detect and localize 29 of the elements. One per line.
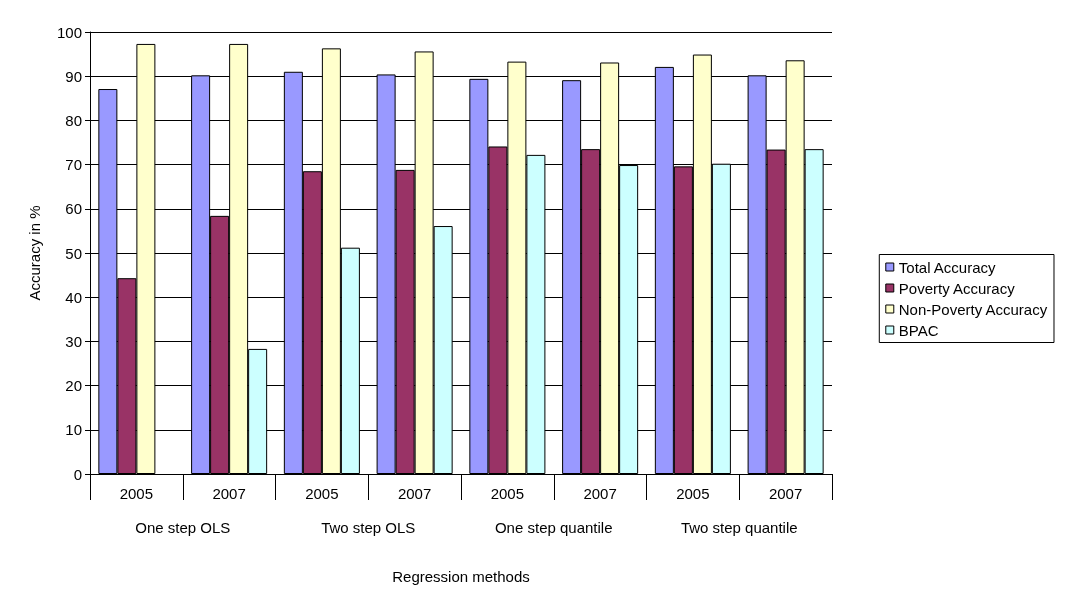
y-tick-label: 20: [65, 377, 82, 395]
y-axis-title: Accuracy in %: [26, 205, 43, 301]
legend-label: BPAC: [898, 321, 939, 339]
y-tick-label: 60: [65, 200, 82, 218]
x-tick-label: 2005: [119, 485, 154, 502]
legend-label: Non-Poverty Accuracy: [898, 300, 1048, 318]
x-tick-label: 2007: [397, 485, 432, 502]
text: Two step OLS: [321, 519, 416, 536]
y-tick-label: 80: [65, 111, 82, 129]
y-tick-label: 0: [73, 465, 82, 483]
text: Two step quantile: [680, 519, 798, 536]
x-axis-title: Regression methods: [392, 568, 530, 585]
x-tick-label: 2007: [768, 485, 803, 502]
x-tick-label: 2005: [490, 485, 525, 502]
y-tick-label: 10: [65, 421, 82, 439]
text: One step OLS: [135, 519, 231, 536]
y-tick-label: 50: [65, 244, 82, 262]
x-tick-label: 2007: [583, 485, 617, 502]
y-tick-label: 100: [56, 23, 82, 41]
y-tick-label: 40: [65, 288, 82, 306]
y-tick-label: 30: [65, 332, 82, 350]
y-tick-label: 90: [65, 67, 82, 85]
x-tick-label: 2005: [676, 485, 710, 502]
legend-label: Poverty Accuracy: [898, 279, 1016, 297]
x-tick-label: 2007: [212, 485, 246, 502]
y-tick-label: 70: [65, 156, 82, 174]
legend-label: Total Accuracy: [898, 258, 996, 276]
text: One step quantile: [494, 519, 613, 536]
x-tick-label: 2005: [305, 485, 339, 502]
